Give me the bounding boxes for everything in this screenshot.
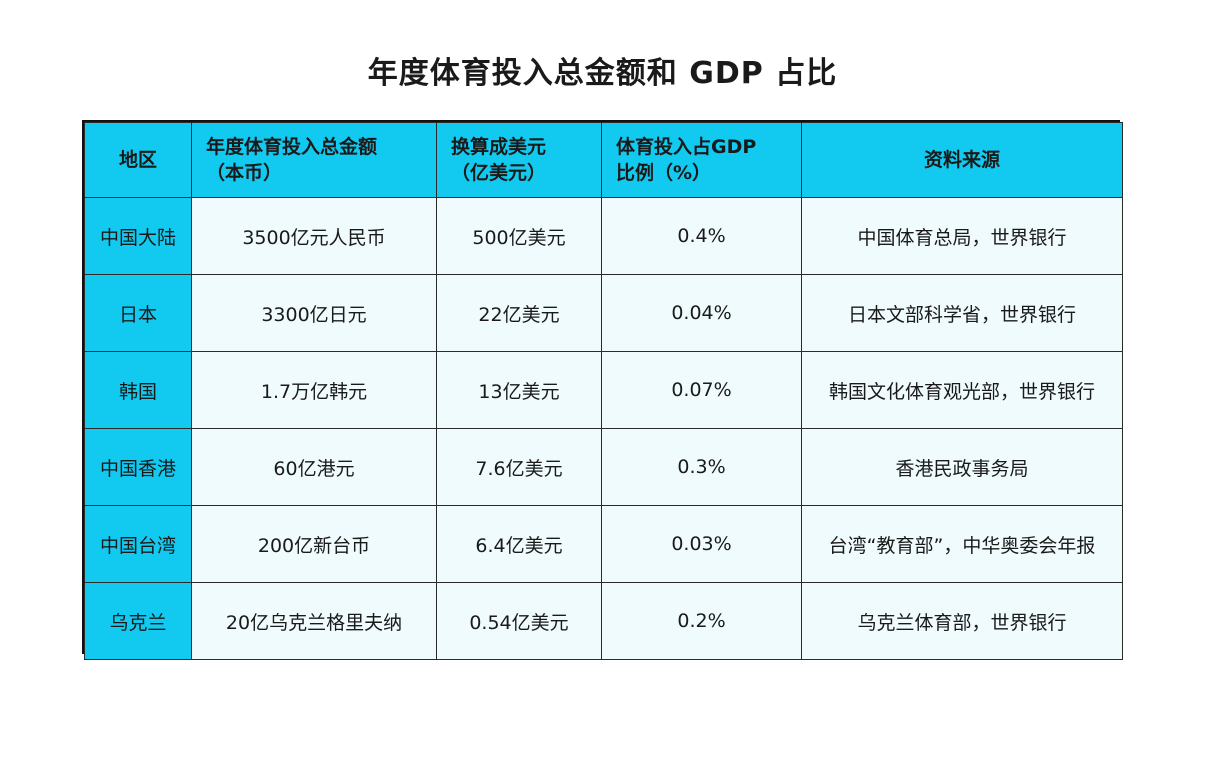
cell-usd: 7.6亿美元	[436, 428, 602, 506]
data-table: 地区 年度体育投入总金额 （本币） 换算成美元 （亿美元） 体育投入占GDP 比…	[82, 120, 1123, 660]
cell-gdp-ratio: 0.04%	[601, 274, 802, 352]
cell-total-local: 200亿新台币	[191, 505, 437, 583]
cell-total-local: 1.7万亿韩元	[191, 351, 437, 429]
header-gdp-ratio: 体育投入占GDP 比例（%）	[601, 122, 802, 198]
cell-total-local: 3500亿元人民币	[191, 197, 437, 275]
cell-region: 乌克兰	[84, 582, 192, 660]
cell-region: 日本	[84, 274, 192, 352]
table-row: 中国台湾 200亿新台币 6.4亿美元 0.03% 台湾“教育部”，中华奥委会年…	[84, 505, 1123, 583]
cell-region: 韩国	[84, 351, 192, 429]
cell-source: 日本文部科学省，世界银行	[801, 274, 1123, 352]
cell-usd: 6.4亿美元	[436, 505, 602, 583]
cell-gdp-ratio: 0.07%	[601, 351, 802, 429]
cell-usd: 500亿美元	[436, 197, 602, 275]
header-region: 地区	[84, 122, 192, 198]
cell-source: 乌克兰体育部，世界银行	[801, 582, 1123, 660]
cell-region: 中国香港	[84, 428, 192, 506]
header-row: 地区 年度体育投入总金额 （本币） 换算成美元 （亿美元） 体育投入占GDP 比…	[84, 122, 1123, 198]
table-row: 日本 3300亿日元 22亿美元 0.04% 日本文部科学省，世界银行	[84, 274, 1123, 352]
cell-source: 香港民政事务局	[801, 428, 1123, 506]
cell-gdp-ratio: 0.3%	[601, 428, 802, 506]
cell-region: 中国大陆	[84, 197, 192, 275]
cell-gdp-ratio: 0.2%	[601, 582, 802, 660]
cell-total-local: 3300亿日元	[191, 274, 437, 352]
table-row: 乌克兰 20亿乌克兰格里夫纳 0.54亿美元 0.2% 乌克兰体育部，世界银行	[84, 582, 1123, 660]
cell-gdp-ratio: 0.03%	[601, 505, 802, 583]
cell-usd: 13亿美元	[436, 351, 602, 429]
cell-total-local: 60亿港元	[191, 428, 437, 506]
cell-region: 中国台湾	[84, 505, 192, 583]
page-title: 年度体育投入总金额和 GDP 占比	[367, 56, 838, 91]
table-row: 韩国 1.7万亿韩元 13亿美元 0.07% 韩国文化体育观光部，世界银行	[84, 351, 1123, 429]
header-source: 资料来源	[801, 122, 1123, 198]
cell-source: 台湾“教育部”，中华奥委会年报	[801, 505, 1123, 583]
header-total-local: 年度体育投入总金额 （本币）	[191, 122, 437, 198]
cell-usd: 22亿美元	[436, 274, 602, 352]
table-row: 中国香港 60亿港元 7.6亿美元 0.3% 香港民政事务局	[84, 428, 1123, 506]
cell-total-local: 20亿乌克兰格里夫纳	[191, 582, 437, 660]
cell-source: 中国体育总局，世界银行	[801, 197, 1123, 275]
header-usd: 换算成美元 （亿美元）	[436, 122, 602, 198]
table-row: 中国大陆 3500亿元人民币 500亿美元 0.4% 中国体育总局，世界银行	[84, 197, 1123, 275]
cell-gdp-ratio: 0.4%	[601, 197, 802, 275]
cell-source: 韩国文化体育观光部，世界银行	[801, 351, 1123, 429]
cell-usd: 0.54亿美元	[436, 582, 602, 660]
